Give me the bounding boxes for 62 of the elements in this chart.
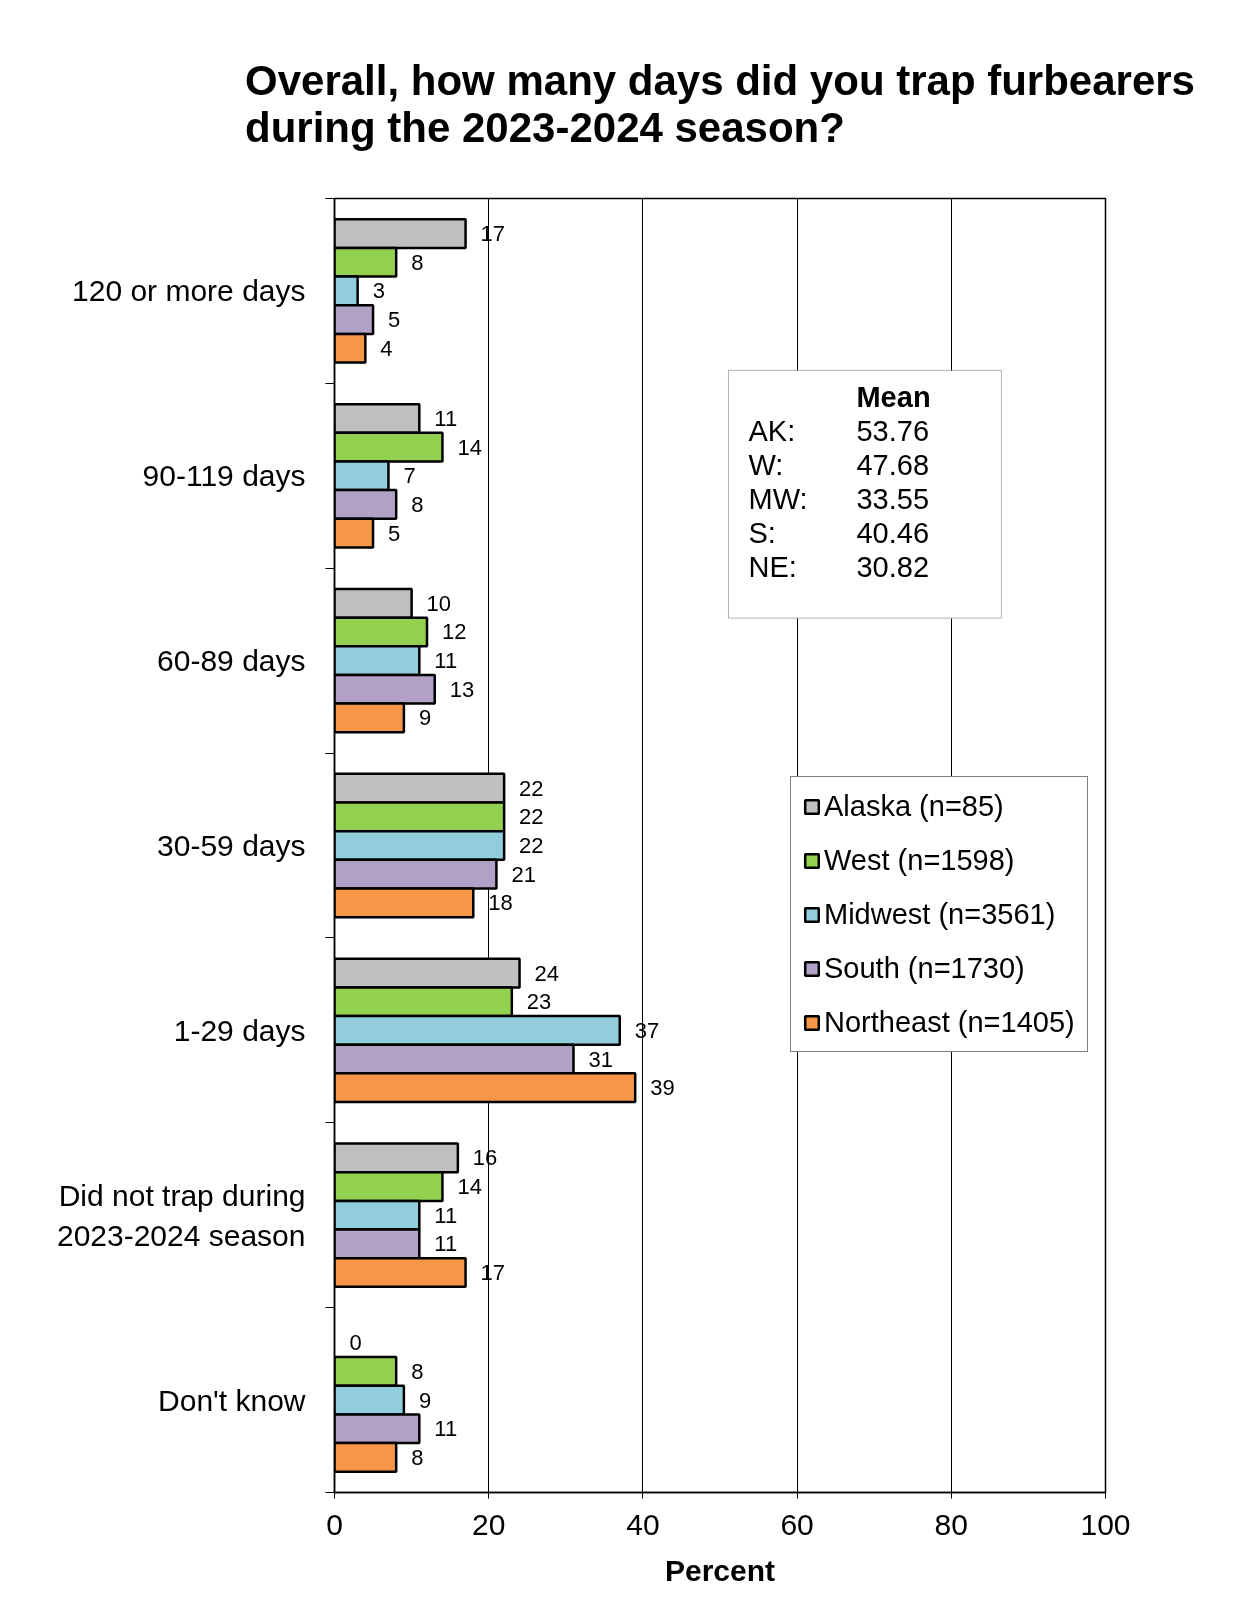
annotation: S: (748, 517, 776, 549)
data-label: 14 (457, 434, 482, 460)
data-label: 24 (534, 960, 560, 986)
annotation: 40.46 (856, 517, 930, 549)
annotation: 30.82 (856, 550, 930, 583)
annotation: W: (748, 449, 784, 482)
y-tick-label: 1-29 days (173, 1013, 306, 1047)
x-tick-label: 100 (1080, 1507, 1131, 1541)
legend-label: South (n=1730) (824, 951, 1025, 985)
legend-label: Alaska (n=85) (824, 789, 1004, 823)
y-tick-label: Did not trap during 2023-2024 season (56, 1178, 306, 1252)
data-label: 39 (650, 1075, 675, 1101)
legend-label: Northeast (n=1405) (824, 1005, 1075, 1039)
data-label: 10 (426, 590, 452, 616)
data-label: 12 (442, 619, 467, 645)
annotation: NE: (748, 550, 797, 583)
data-label: 8 (411, 249, 424, 275)
data-label: 8 (411, 1358, 424, 1384)
y-tick-label: 30-59 days (157, 829, 306, 862)
data-label: 3 (372, 278, 385, 304)
data-label: 18 (488, 890, 513, 916)
x-axis-title: Percent (664, 1553, 776, 1587)
annotation: AK: (748, 415, 796, 448)
data-label: 11 (434, 1231, 458, 1257)
data-label: 5 (388, 520, 401, 546)
annotation: Mean (856, 381, 931, 414)
y-tick-label: 60-89 days (157, 644, 306, 678)
annotation: 47.68 (856, 449, 930, 482)
data-label: 23 (526, 989, 552, 1015)
data-label: 22 (519, 804, 544, 830)
annotation: MW: (748, 483, 808, 516)
legend-label: West (n=1598) (824, 843, 1015, 877)
data-label: 8 (411, 491, 424, 517)
x-tick-label: 20 (472, 1507, 506, 1541)
data-label: 21 (511, 861, 536, 887)
data-label: 4 (380, 335, 393, 361)
data-label: 0 (349, 1330, 362, 1356)
legend-label: Midwest (n=3561) (824, 897, 1056, 931)
data-label: 11 (434, 648, 458, 674)
data-label: 5 (388, 307, 401, 333)
annotation: 33.55 (856, 483, 930, 516)
data-label: 9 (418, 1387, 432, 1413)
x-tick-label: 40 (626, 1507, 660, 1541)
data-label: 14 (457, 1174, 482, 1200)
x-tick-label: 80 (934, 1507, 968, 1541)
x-tick-label: 60 (780, 1507, 814, 1541)
data-label: 22 (519, 775, 544, 801)
data-label: 7 (403, 463, 416, 489)
annotation: 53.76 (856, 415, 930, 448)
data-label: 22 (519, 833, 544, 858)
data-label: 11 (434, 1416, 458, 1442)
data-label: 11 (434, 405, 458, 431)
chart-title: Overall, how many days did you trap furbearers during the 2023-2024 season? (245, 57, 1195, 151)
data-label: 31 (588, 1046, 613, 1072)
data-label: 8 (411, 1444, 424, 1470)
data-label: 13 (449, 676, 475, 702)
data-label: 11 (434, 1202, 458, 1228)
y-tick-label: 90-119 days (142, 459, 306, 493)
x-tick-label: 0 (326, 1507, 343, 1541)
y-tick-label: Don't know (158, 1383, 306, 1417)
y-tick-label: 120 or more days (72, 274, 306, 308)
data-label: 9 (418, 705, 432, 731)
